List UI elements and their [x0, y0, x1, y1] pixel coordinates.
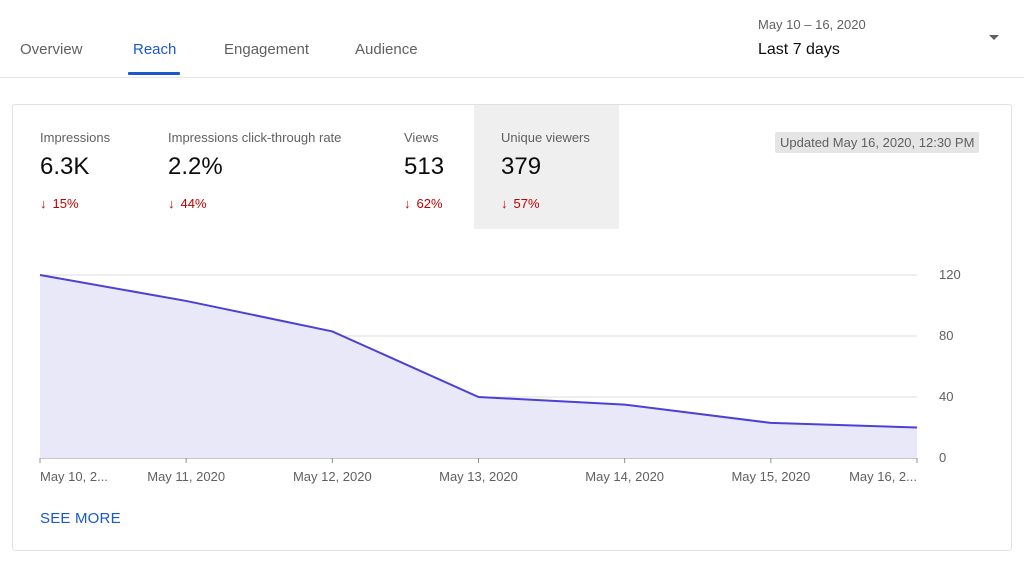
- arrow-down-icon: ↓: [404, 196, 411, 211]
- x-tick-label: May 14, 2020: [585, 469, 664, 484]
- chart-data-point[interactable]: [768, 420, 774, 426]
- chart-y-axis: 0 40 80 120: [939, 267, 961, 465]
- y-tick-label: 0: [939, 450, 946, 465]
- metric-delta: ↓ 57%: [501, 196, 540, 211]
- y-tick-label: 80: [939, 328, 953, 343]
- top-bar: Overview Reach Engagement Audience May 1…: [0, 0, 1024, 78]
- chart-x-axis: May 10, 2... May 11, 2020 May 12, 2020 May …: [39, 458, 918, 484]
- date-range-dropdown[interactable]: May 10 – 16, 2020 Last 7 days: [758, 10, 1008, 70]
- chart-series-line[interactable]: [39, 274, 918, 429]
- chart-area-fill: [40, 275, 917, 458]
- metric-delta-value: 15%: [52, 196, 79, 211]
- active-tab-indicator: [128, 72, 180, 75]
- date-range-text: May 10 – 16, 2020: [758, 17, 866, 32]
- metric-label: Views: [404, 130, 439, 145]
- reach-card: Impressions 6.3K ↓ 15% Impressions click-…: [12, 104, 1012, 551]
- metric-ctr[interactable]: Impressions click-through rate 2.2% ↓ 44%: [153, 105, 393, 229]
- y-tick-label: 120: [939, 267, 961, 282]
- arrow-down-icon: ↓: [501, 196, 508, 211]
- tab-engagement[interactable]: Engagement: [224, 41, 310, 58]
- metric-value: 2.2%: [168, 153, 223, 180]
- chart-data-point[interactable]: [476, 394, 482, 400]
- arrow-down-icon: ↓: [168, 196, 175, 211]
- x-tick-label: May 10, 2...: [40, 469, 108, 484]
- tab-reach[interactable]: Reach: [133, 41, 177, 58]
- metric-delta: ↓ 15%: [40, 196, 79, 211]
- metric-views[interactable]: Views 513 ↓ 62%: [393, 105, 474, 229]
- metric-label: Impressions click-through rate: [168, 130, 342, 145]
- x-tick-label: May 13, 2020: [439, 469, 518, 484]
- reach-chart: 0 40 80 120 May 10, 2... May 11, 2020 May 12,…: [37, 267, 961, 484]
- tab-audience[interactable]: Audience: [355, 41, 418, 58]
- metric-delta-value: 62%: [416, 196, 443, 211]
- metric-unique-viewers[interactable]: Unique viewers 379 ↓ 57%: [474, 105, 619, 229]
- chart-data-point[interactable]: [37, 272, 43, 278]
- tab-overview[interactable]: Overview: [20, 41, 83, 58]
- caret-down-icon[interactable]: [989, 35, 999, 40]
- see-more-link[interactable]: SEE MORE: [40, 510, 121, 527]
- date-range-label: Last 7 days: [758, 41, 840, 58]
- metric-value: 6.3K: [40, 153, 90, 180]
- x-tick-label: May 11, 2020: [147, 469, 225, 484]
- x-tick-label: May 15, 2020: [731, 469, 810, 484]
- x-tick-label: May 12, 2020: [293, 469, 372, 484]
- chart-data-point[interactable]: [183, 298, 189, 304]
- x-tick-label: May 16, 2...: [849, 469, 917, 484]
- updated-badge: Updated May 16, 2020, 12:30 PM: [775, 132, 980, 153]
- arrow-down-icon: ↓: [40, 196, 47, 211]
- metric-value: 379: [501, 153, 542, 180]
- metric-impressions[interactable]: Impressions 6.3K ↓ 15%: [13, 105, 153, 229]
- metric-delta: ↓ 62%: [404, 196, 443, 211]
- metric-label: Unique viewers: [501, 130, 590, 145]
- metric-label: Impressions: [40, 130, 111, 145]
- y-tick-label: 40: [939, 389, 953, 404]
- chart-data-point[interactable]: [914, 425, 920, 431]
- metric-delta: ↓ 44%: [168, 196, 207, 211]
- metric-delta-value: 57%: [513, 196, 540, 211]
- metric-value: 513: [404, 153, 445, 180]
- chart-data-point[interactable]: [622, 402, 628, 408]
- metric-delta-value: 44%: [180, 196, 207, 211]
- chart-data-point[interactable]: [329, 328, 335, 334]
